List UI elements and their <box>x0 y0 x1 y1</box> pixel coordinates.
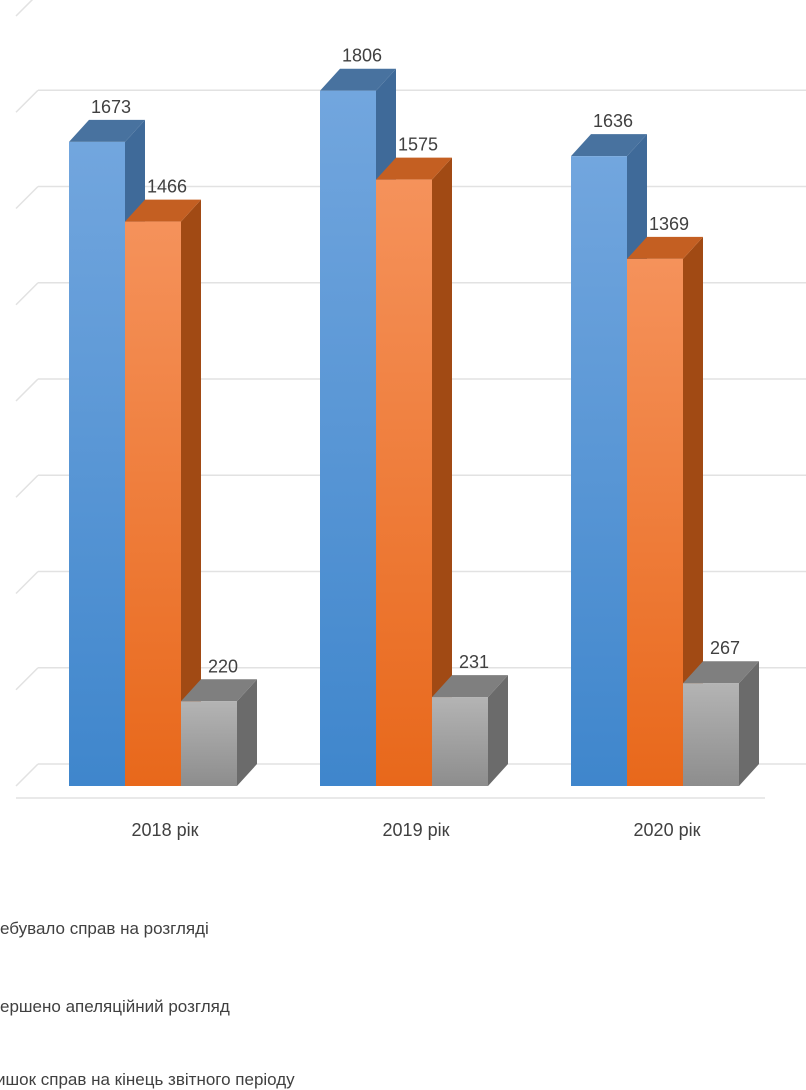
bar-side <box>739 661 759 786</box>
data-label: 231 <box>459 652 489 672</box>
data-label: 1806 <box>342 46 382 66</box>
bar-top <box>432 675 508 698</box>
bar-front <box>320 90 376 786</box>
data-label: 1575 <box>398 135 438 155</box>
x-axis-tick-labels: 2018 рік 2019 рік 2020 рік <box>132 820 701 840</box>
data-label: 1673 <box>91 97 131 117</box>
x-tick-label: 2019 рік <box>383 820 450 840</box>
gridline-diagonal <box>15 0 34 17</box>
bar <box>181 679 257 786</box>
gridline-diagonal <box>15 378 39 402</box>
bar <box>432 675 508 786</box>
bar <box>627 236 703 786</box>
data-label: 220 <box>208 656 238 676</box>
x-tick-label: 2020 рік <box>634 820 701 840</box>
bar-top <box>69 119 145 142</box>
bar <box>125 199 201 787</box>
bar-top <box>376 157 452 180</box>
bar-front <box>627 258 683 786</box>
bar-top <box>627 236 703 259</box>
bar-top <box>320 68 396 91</box>
gridline-diagonal <box>15 89 39 113</box>
bar-side <box>237 679 257 786</box>
data-label: 1636 <box>593 111 633 131</box>
data-labels: 1673 1466 220 1806 1575 231 1636 1369 267 <box>91 46 740 677</box>
bar-front <box>683 683 739 786</box>
gridline-diagonal <box>15 763 39 787</box>
bar-side <box>683 236 703 786</box>
bar-top <box>683 661 759 684</box>
gridline-diagonal <box>15 474 39 498</box>
bar <box>683 661 759 786</box>
gridline-diagonal <box>15 282 39 306</box>
gridline-diagonal <box>15 185 39 210</box>
gridline-diagonal <box>15 570 39 595</box>
bar-side <box>181 199 201 787</box>
bar-top <box>571 134 647 157</box>
bar <box>376 157 452 786</box>
data-label: 267 <box>710 638 740 658</box>
gridline-diagonal <box>15 667 39 691</box>
bar-front <box>376 179 432 786</box>
bar-front <box>571 156 627 786</box>
bar-front <box>181 701 237 786</box>
bar-side <box>488 675 508 786</box>
x-tick-label: 2018 рік <box>132 820 199 840</box>
data-label: 1369 <box>649 214 689 234</box>
bar-side <box>432 157 452 786</box>
bar-top <box>125 199 201 222</box>
bars <box>69 68 759 787</box>
bar-top <box>181 679 257 702</box>
bar-front <box>432 697 488 786</box>
bar-front <box>125 221 181 787</box>
data-label: 1466 <box>147 177 187 197</box>
bar-front <box>69 141 125 786</box>
